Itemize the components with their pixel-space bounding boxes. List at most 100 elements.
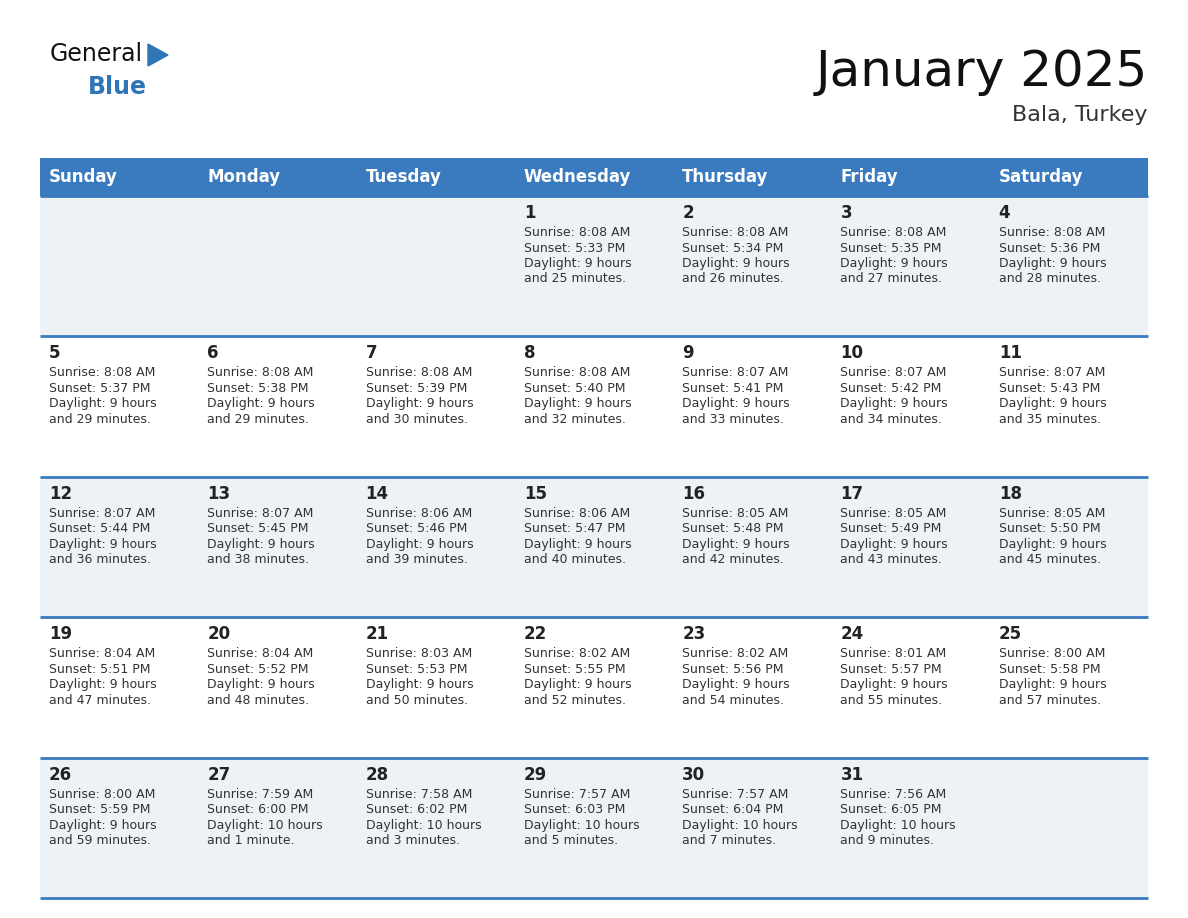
Text: 10: 10 <box>840 344 864 363</box>
Text: Daylight: 9 hours: Daylight: 9 hours <box>999 538 1106 551</box>
Text: Daylight: 9 hours: Daylight: 9 hours <box>682 538 790 551</box>
Text: 13: 13 <box>207 485 230 503</box>
Text: and 59 minutes.: and 59 minutes. <box>49 834 151 847</box>
Text: 7: 7 <box>366 344 378 363</box>
Text: Daylight: 9 hours: Daylight: 9 hours <box>999 397 1106 410</box>
Text: Daylight: 9 hours: Daylight: 9 hours <box>524 678 632 691</box>
Text: Sunset: 5:53 PM: Sunset: 5:53 PM <box>366 663 467 676</box>
Text: January 2025: January 2025 <box>816 48 1148 96</box>
Text: Sunset: 5:55 PM: Sunset: 5:55 PM <box>524 663 626 676</box>
Text: Daylight: 9 hours: Daylight: 9 hours <box>840 257 948 270</box>
Text: Daylight: 10 hours: Daylight: 10 hours <box>840 819 956 832</box>
Text: 8: 8 <box>524 344 536 363</box>
Text: Sunset: 5:58 PM: Sunset: 5:58 PM <box>999 663 1100 676</box>
Polygon shape <box>148 44 168 66</box>
Text: Sunset: 5:51 PM: Sunset: 5:51 PM <box>49 663 151 676</box>
Text: Sunrise: 8:05 AM: Sunrise: 8:05 AM <box>999 507 1105 520</box>
Text: 1: 1 <box>524 204 536 222</box>
Text: 6: 6 <box>207 344 219 363</box>
Bar <box>40 617 1148 757</box>
Text: Sunset: 5:38 PM: Sunset: 5:38 PM <box>207 382 309 395</box>
Text: Daylight: 9 hours: Daylight: 9 hours <box>840 397 948 410</box>
Text: 25: 25 <box>999 625 1022 644</box>
Text: Sunset: 5:34 PM: Sunset: 5:34 PM <box>682 241 784 254</box>
Text: Sunrise: 8:06 AM: Sunrise: 8:06 AM <box>366 507 472 520</box>
Text: Sunset: 5:47 PM: Sunset: 5:47 PM <box>524 522 625 535</box>
Text: Daylight: 9 hours: Daylight: 9 hours <box>524 257 632 270</box>
Text: 12: 12 <box>49 485 72 503</box>
Text: and 9 minutes.: and 9 minutes. <box>840 834 935 847</box>
Text: and 30 minutes.: and 30 minutes. <box>366 413 468 426</box>
Text: Sunrise: 8:07 AM: Sunrise: 8:07 AM <box>999 366 1105 379</box>
Text: 23: 23 <box>682 625 706 644</box>
Text: Sunset: 5:41 PM: Sunset: 5:41 PM <box>682 382 784 395</box>
Text: Daylight: 9 hours: Daylight: 9 hours <box>366 397 473 410</box>
Text: 30: 30 <box>682 766 706 784</box>
Text: and 32 minutes.: and 32 minutes. <box>524 413 626 426</box>
Text: 3: 3 <box>840 204 852 222</box>
Text: and 43 minutes.: and 43 minutes. <box>840 554 942 566</box>
Text: Daylight: 10 hours: Daylight: 10 hours <box>682 819 798 832</box>
Text: 20: 20 <box>207 625 230 644</box>
Text: Sunrise: 8:08 AM: Sunrise: 8:08 AM <box>524 226 630 239</box>
Text: Daylight: 10 hours: Daylight: 10 hours <box>524 819 639 832</box>
Text: 26: 26 <box>49 766 72 784</box>
Text: 17: 17 <box>840 485 864 503</box>
Text: Sunrise: 8:08 AM: Sunrise: 8:08 AM <box>524 366 630 379</box>
Text: Sunset: 5:42 PM: Sunset: 5:42 PM <box>840 382 942 395</box>
Text: 19: 19 <box>49 625 72 644</box>
Text: 9: 9 <box>682 344 694 363</box>
Text: and 47 minutes.: and 47 minutes. <box>49 694 151 707</box>
Text: Daylight: 9 hours: Daylight: 9 hours <box>840 538 948 551</box>
Text: Daylight: 9 hours: Daylight: 9 hours <box>207 538 315 551</box>
Text: and 33 minutes.: and 33 minutes. <box>682 413 784 426</box>
Text: Sunrise: 8:02 AM: Sunrise: 8:02 AM <box>682 647 789 660</box>
Text: Sunrise: 8:03 AM: Sunrise: 8:03 AM <box>366 647 472 660</box>
Text: and 54 minutes.: and 54 minutes. <box>682 694 784 707</box>
Text: 27: 27 <box>207 766 230 784</box>
Bar <box>40 476 1148 617</box>
Text: and 40 minutes.: and 40 minutes. <box>524 554 626 566</box>
Text: Sunrise: 8:04 AM: Sunrise: 8:04 AM <box>207 647 314 660</box>
Bar <box>40 158 198 196</box>
Text: Sunset: 6:00 PM: Sunset: 6:00 PM <box>207 803 309 816</box>
Text: Daylight: 10 hours: Daylight: 10 hours <box>366 819 481 832</box>
Text: and 42 minutes.: and 42 minutes. <box>682 554 784 566</box>
Text: Daylight: 9 hours: Daylight: 9 hours <box>682 678 790 691</box>
Text: Sunrise: 8:01 AM: Sunrise: 8:01 AM <box>840 647 947 660</box>
Text: Sunset: 5:56 PM: Sunset: 5:56 PM <box>682 663 784 676</box>
Text: and 1 minute.: and 1 minute. <box>207 834 295 847</box>
Text: Sunset: 6:05 PM: Sunset: 6:05 PM <box>840 803 942 816</box>
Bar <box>674 158 832 196</box>
Text: Daylight: 9 hours: Daylight: 9 hours <box>49 397 157 410</box>
Text: Sunset: 5:44 PM: Sunset: 5:44 PM <box>49 522 151 535</box>
Text: Sunrise: 7:57 AM: Sunrise: 7:57 AM <box>524 788 630 800</box>
Text: 2: 2 <box>682 204 694 222</box>
Text: Sunset: 5:59 PM: Sunset: 5:59 PM <box>49 803 151 816</box>
Text: and 26 minutes.: and 26 minutes. <box>682 273 784 285</box>
Text: Monday: Monday <box>207 168 280 186</box>
Text: Sunrise: 8:05 AM: Sunrise: 8:05 AM <box>840 507 947 520</box>
Text: and 38 minutes.: and 38 minutes. <box>207 554 309 566</box>
Text: and 29 minutes.: and 29 minutes. <box>207 413 309 426</box>
Text: 4: 4 <box>999 204 1010 222</box>
Text: Sunday: Sunday <box>49 168 118 186</box>
Text: Sunset: 5:46 PM: Sunset: 5:46 PM <box>366 522 467 535</box>
Text: Sunset: 5:45 PM: Sunset: 5:45 PM <box>207 522 309 535</box>
Text: and 27 minutes.: and 27 minutes. <box>840 273 942 285</box>
Bar <box>832 158 990 196</box>
Text: Sunset: 5:36 PM: Sunset: 5:36 PM <box>999 241 1100 254</box>
Text: Sunrise: 8:04 AM: Sunrise: 8:04 AM <box>49 647 156 660</box>
Text: 28: 28 <box>366 766 388 784</box>
Text: and 25 minutes.: and 25 minutes. <box>524 273 626 285</box>
Text: Saturday: Saturday <box>999 168 1083 186</box>
Text: Daylight: 9 hours: Daylight: 9 hours <box>49 819 157 832</box>
Text: Daylight: 9 hours: Daylight: 9 hours <box>49 538 157 551</box>
Text: Daylight: 9 hours: Daylight: 9 hours <box>524 538 632 551</box>
Text: Sunrise: 7:59 AM: Sunrise: 7:59 AM <box>207 788 314 800</box>
Text: and 52 minutes.: and 52 minutes. <box>524 694 626 707</box>
Text: Daylight: 9 hours: Daylight: 9 hours <box>207 397 315 410</box>
Text: Sunrise: 7:56 AM: Sunrise: 7:56 AM <box>840 788 947 800</box>
Text: Sunset: 5:43 PM: Sunset: 5:43 PM <box>999 382 1100 395</box>
Text: Sunrise: 8:06 AM: Sunrise: 8:06 AM <box>524 507 630 520</box>
